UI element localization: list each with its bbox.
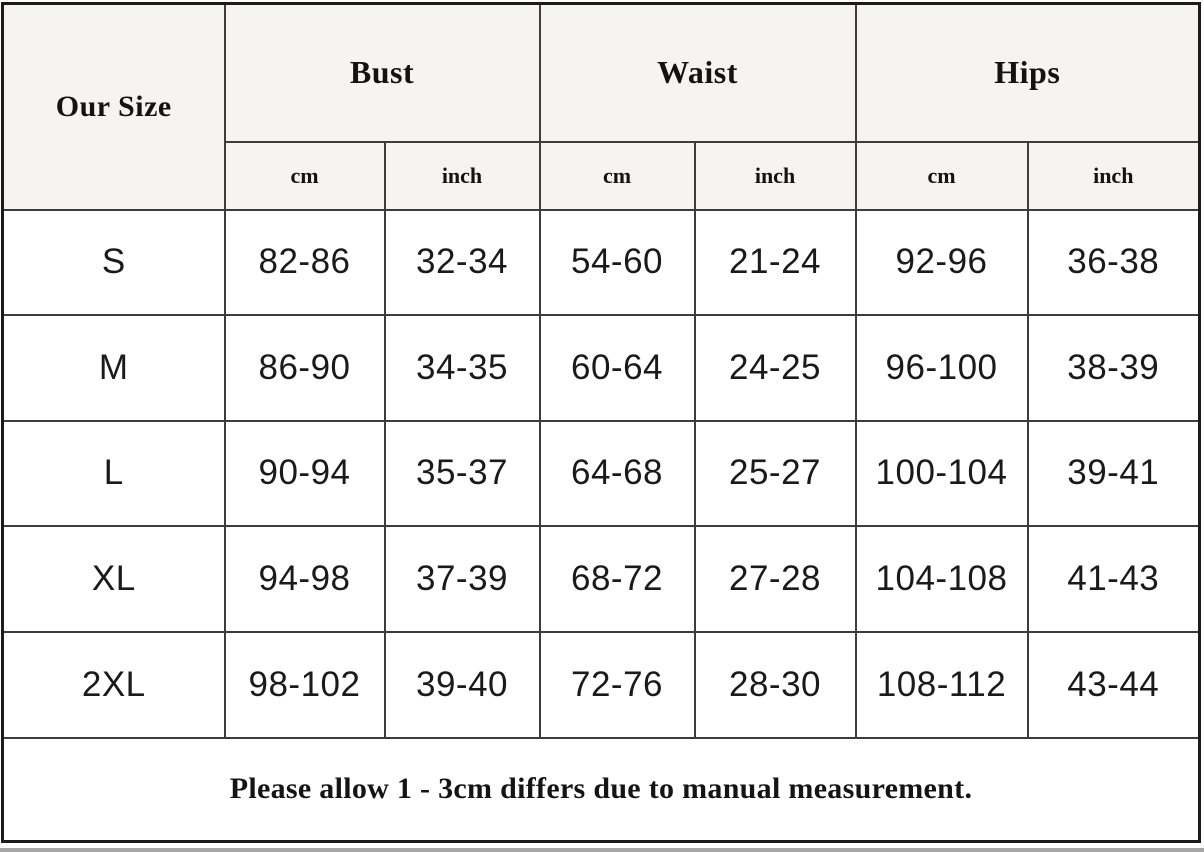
table-row-2xl: 2XL 98-102 39-40 72-76 28-30 108-112 43-… [1, 630, 1201, 739]
measurement-cell: 38-39 [1026, 314, 1201, 422]
measurement-cell: 32-34 [383, 208, 541, 317]
measurement-cell: 72-76 [538, 630, 696, 739]
table-row-m: M 86-90 34-35 60-64 24-25 96-100 38-39 [1, 314, 1201, 422]
measurement-cell: 68-72 [538, 525, 696, 633]
group-header-hips: Hips [854, 2, 1201, 143]
unit-header-hips-cm: cm [854, 140, 1029, 211]
group-header-row: Our Size Bust Waist Hips [1, 2, 1201, 211]
measurement-cell: 86-90 [223, 314, 386, 422]
size-label: S [1, 208, 226, 317]
measurement-cell: 90-94 [223, 419, 386, 528]
measurement-cell: 34-35 [383, 314, 541, 422]
footnote-text: Please allow 1 - 3cm differs due to manu… [1, 736, 1201, 843]
corner-header-our-size: Our Size [1, 2, 226, 211]
table-row-s: S 82-86 32-34 54-60 21-24 92-96 36-38 [1, 208, 1201, 317]
measurement-cell: 37-39 [383, 525, 541, 633]
measurement-cell: 82-86 [223, 208, 386, 317]
size-label: 2XL [1, 630, 226, 739]
unit-header-row: cm inch cm inch cm inch [3, 140, 1201, 211]
measurement-cell: 24-25 [693, 314, 857, 422]
unit-header-waist-inch: inch [693, 140, 857, 211]
measurement-cell: 41-43 [1026, 525, 1201, 633]
measurement-cell: 108-112 [854, 630, 1029, 739]
unit-header-bust-cm: cm [223, 140, 386, 211]
measurement-cell: 36-38 [1026, 208, 1201, 317]
unit-header-bust-inch: inch [383, 140, 541, 211]
measurement-cell: 60-64 [538, 314, 696, 422]
bottom-edge-strip [0, 848, 1204, 852]
measurement-cell: 35-37 [383, 419, 541, 528]
measurement-cell: 98-102 [223, 630, 386, 739]
group-header-bust: Bust [223, 2, 541, 143]
measurement-cell: 96-100 [854, 314, 1029, 422]
measurement-cell: 43-44 [1026, 630, 1201, 739]
size-label: L [1, 419, 226, 528]
size-label: XL [1, 525, 226, 633]
measurement-cell: 39-40 [383, 630, 541, 739]
unit-header-waist-cm: cm [538, 140, 696, 211]
size-label: M [1, 314, 226, 422]
table-row-xl: XL 94-98 37-39 68-72 27-28 104-108 41-43 [1, 525, 1201, 633]
measurement-cell: 104-108 [854, 525, 1029, 633]
measurement-cell: 28-30 [693, 630, 857, 739]
footnote-row: Please allow 1 - 3cm differs due to manu… [1, 736, 1201, 843]
group-header-waist: Waist [538, 2, 857, 143]
measurement-cell: 92-96 [854, 208, 1029, 317]
measurement-cell: 64-68 [538, 419, 696, 528]
measurement-cell: 39-41 [1026, 419, 1201, 528]
measurement-cell: 54-60 [538, 208, 696, 317]
measurement-cell: 94-98 [223, 525, 386, 633]
measurement-cell: 27-28 [693, 525, 857, 633]
unit-header-hips-inch: inch [1026, 140, 1201, 211]
table-row-l: L 90-94 35-37 64-68 25-27 100-104 39-41 [1, 419, 1201, 528]
measurement-cell: 21-24 [693, 208, 857, 317]
measurement-cell: 25-27 [693, 419, 857, 528]
measurement-cell: 100-104 [854, 419, 1029, 528]
